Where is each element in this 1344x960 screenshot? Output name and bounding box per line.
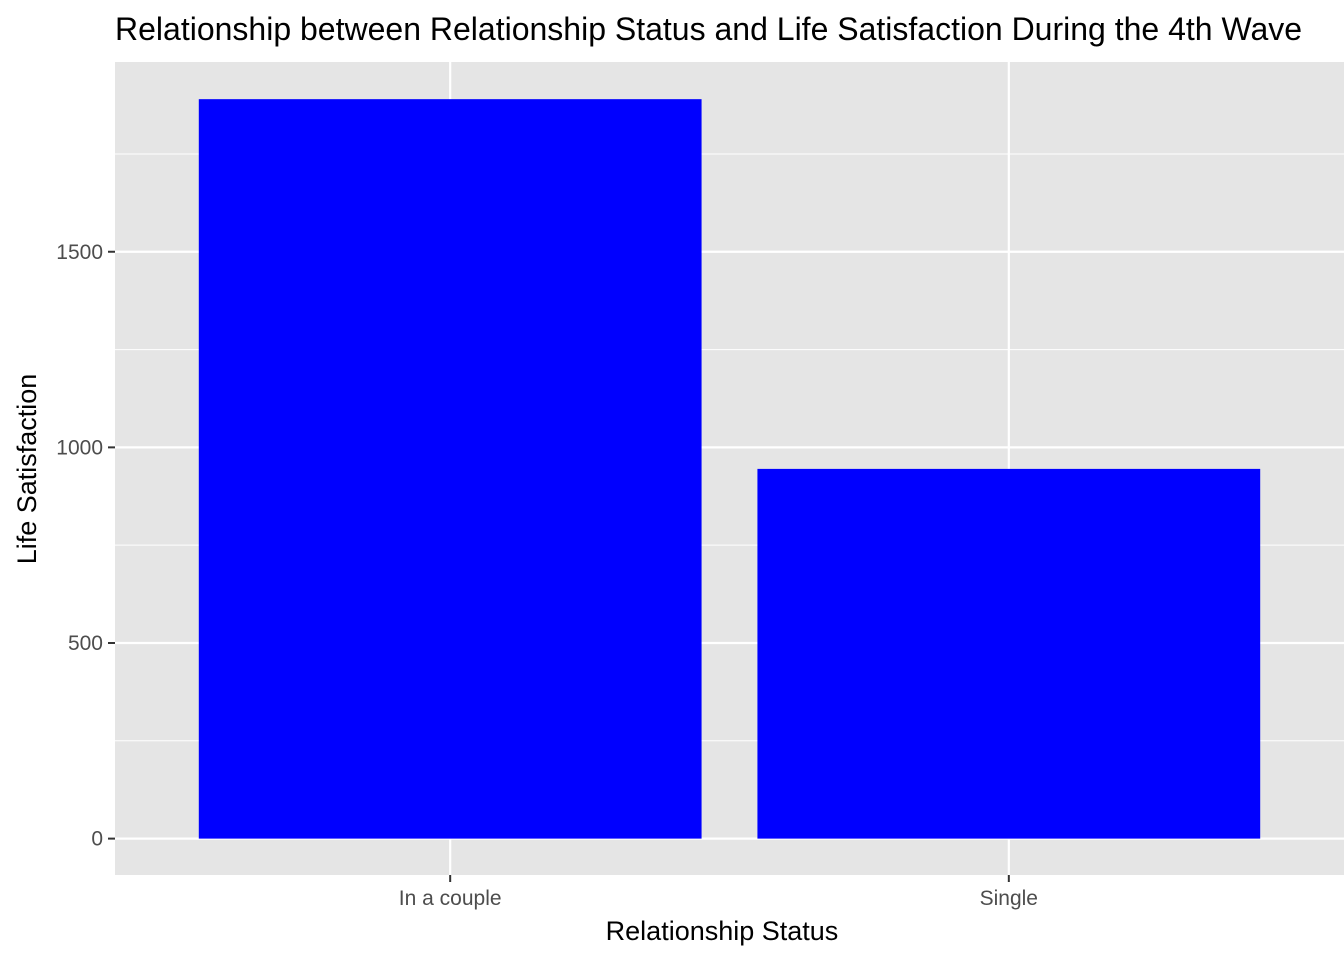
y-axis-title: Life Satisfaction — [12, 374, 42, 565]
x-axis-ticks: In a couple Single — [399, 875, 1038, 910]
bars — [198, 99, 1261, 839]
chart-title: Relationship between Relationship Status… — [115, 11, 1302, 47]
y-axis-ticks: 0 500 1000 1500 — [56, 241, 115, 851]
y-tick-label: 500 — [68, 632, 103, 655]
bar-in-a-couple — [198, 99, 702, 839]
y-tick-label: 0 — [91, 828, 103, 851]
x-axis-title: Relationship Status — [606, 916, 839, 946]
x-tick-label: In a couple — [399, 887, 502, 910]
y-tick-label: 1500 — [56, 241, 103, 264]
y-tick-label: 1000 — [56, 436, 103, 459]
bar-single — [757, 468, 1261, 839]
x-tick-label: Single — [980, 887, 1038, 910]
